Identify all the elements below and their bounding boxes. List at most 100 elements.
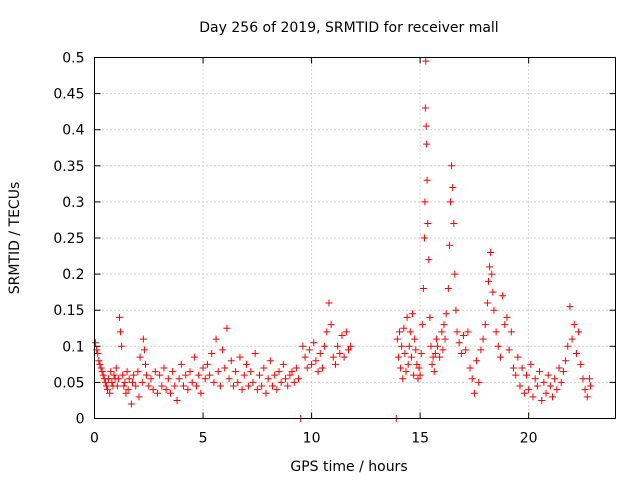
- data-point: [488, 270, 496, 278]
- data-point: [483, 299, 491, 307]
- data-point: [162, 386, 170, 394]
- data-point: [470, 389, 478, 397]
- data-point: [417, 350, 425, 358]
- data-point: [175, 375, 183, 383]
- y-tick-label: 0.3: [62, 195, 84, 211]
- data-point: [245, 382, 253, 390]
- y-tick-label: 0.25: [53, 231, 84, 247]
- data-point: [411, 335, 419, 343]
- data-point: [460, 331, 468, 339]
- data-point: [123, 368, 131, 376]
- data-point: [452, 306, 460, 314]
- data-point: [485, 277, 493, 285]
- data-point: [546, 382, 554, 390]
- data-point: [430, 368, 438, 376]
- data-point: [402, 368, 410, 376]
- data-point: [115, 313, 123, 321]
- data-point: [135, 393, 143, 401]
- y-tick-label: 0.1: [62, 339, 84, 355]
- data-point: [512, 371, 520, 379]
- data-point: [227, 357, 235, 365]
- data-point: [260, 364, 268, 372]
- data-point: [338, 331, 346, 339]
- data-point: [453, 328, 461, 336]
- data-point: [499, 292, 507, 300]
- data-point: [113, 382, 121, 390]
- data-point: [255, 371, 263, 379]
- data-point: [201, 375, 209, 383]
- data-point: [173, 396, 181, 404]
- data-point: [418, 321, 426, 329]
- data-point: [464, 328, 472, 336]
- data-point: [102, 382, 110, 390]
- data-point: [314, 368, 322, 376]
- data-point: [195, 371, 203, 379]
- data-point: [516, 382, 524, 390]
- data-point: [143, 371, 151, 379]
- data-point: [266, 357, 274, 365]
- data-point: [145, 382, 153, 390]
- data-point: [551, 375, 559, 383]
- data-point: [142, 360, 150, 368]
- data-point: [216, 382, 224, 390]
- data-point: [128, 378, 136, 386]
- ticks-layer: 0 0.05 0.1 0.15 0.2 0.25 0.3 0.35 0.4 0.45 0.5 0 5 10…: [53, 51, 616, 447]
- data-point: [262, 389, 270, 397]
- data-point: [396, 328, 404, 336]
- y-tick-label: 0.4: [62, 123, 84, 139]
- data-point: [468, 375, 476, 383]
- data-point: [344, 346, 352, 354]
- data-point: [312, 357, 320, 365]
- data-point: [496, 353, 504, 361]
- data-point: [114, 375, 122, 383]
- data-point: [331, 360, 339, 368]
- data-point: [249, 378, 257, 386]
- data-point: [479, 335, 487, 343]
- data-point: [501, 321, 509, 329]
- data-point: [219, 346, 227, 354]
- data-point: [221, 364, 229, 372]
- data-point: [409, 310, 417, 318]
- data-point: [316, 350, 324, 358]
- data-point: [180, 382, 188, 390]
- data-point: [308, 360, 316, 368]
- data-point: [407, 353, 415, 361]
- data-point: [318, 364, 326, 372]
- data-point: [347, 342, 355, 350]
- data-point: [238, 386, 246, 394]
- data-point: [393, 335, 401, 343]
- data-point: [132, 382, 140, 390]
- data-point: [325, 299, 333, 307]
- data-point: [321, 342, 329, 350]
- y-tick-label: 0.5: [62, 51, 84, 67]
- data-point: [538, 396, 546, 404]
- data-point: [139, 335, 147, 343]
- data-point: [564, 342, 572, 350]
- data-point: [412, 346, 420, 354]
- data-point: [542, 389, 550, 397]
- data-point: [507, 328, 515, 336]
- data-point: [494, 342, 502, 350]
- y-axis-label: SRMTID / TECUs: [7, 182, 23, 295]
- data-point: [457, 350, 465, 358]
- data-point: [340, 353, 348, 361]
- data-point: [489, 288, 497, 296]
- data-point: [486, 263, 494, 271]
- data-point: [147, 375, 155, 383]
- data-point: [559, 368, 567, 376]
- data-point: [423, 176, 431, 184]
- data-point: [134, 368, 142, 376]
- data-point: [149, 386, 157, 394]
- data-point: [290, 378, 298, 386]
- data-point: [422, 57, 430, 65]
- data-point: [106, 389, 114, 397]
- data-point: [466, 364, 474, 372]
- data-point: [581, 386, 589, 394]
- data-point: [295, 375, 303, 383]
- data-point: [184, 386, 192, 394]
- data-point: [570, 321, 578, 329]
- y-tick-label: 0.2: [62, 267, 84, 283]
- y-tick-label: 0: [76, 412, 85, 428]
- data-point: [277, 378, 285, 386]
- data-point: [271, 371, 279, 379]
